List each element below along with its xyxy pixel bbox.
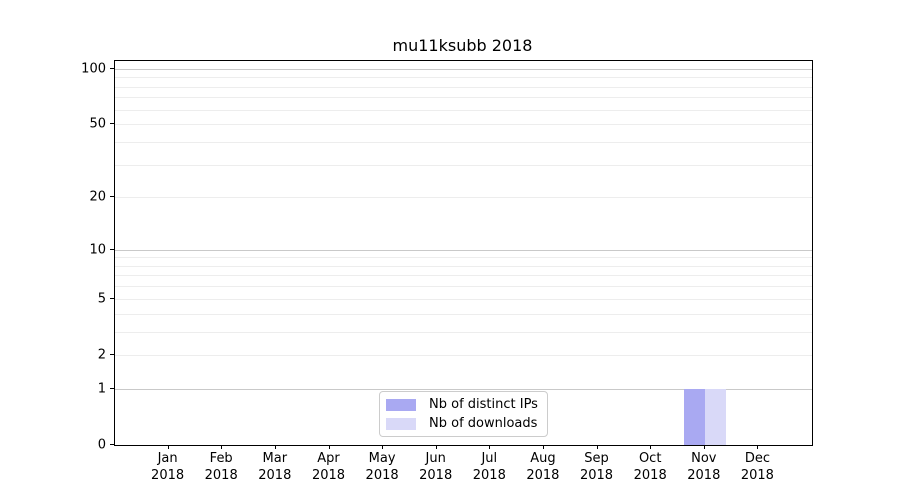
x-tick-month: Mar — [262, 451, 288, 466]
gridline-minor — [115, 355, 812, 357]
x-tick-year: 2018 — [204, 467, 238, 483]
gridline-major — [115, 249, 812, 251]
x-tick-month: Nov — [691, 451, 717, 466]
bar-nb-of-distinct-ips — [683, 388, 705, 445]
x-tick-label: Jan 2018 — [136, 451, 200, 485]
legend-swatch — [386, 417, 416, 430]
x-tick-label: Oct 2018 — [618, 451, 682, 485]
x-tick-month: Dec — [744, 451, 770, 466]
legend-label: Nb of distinct IPs — [429, 397, 538, 412]
x-tick-year: 2018 — [419, 467, 453, 483]
y-tick-mark — [110, 387, 114, 389]
gridline-minor — [115, 97, 812, 99]
x-tick-month: Apr — [317, 451, 340, 466]
y-tick-mark — [110, 123, 114, 125]
x-tick-mark — [328, 445, 330, 449]
y-tick-mark — [110, 354, 114, 356]
x-tick-year: 2018 — [472, 467, 506, 483]
x-tick-year: 2018 — [687, 467, 721, 483]
x-tick-month: Feb — [209, 451, 233, 466]
x-tick-month: Jan — [157, 451, 178, 466]
y-tick-label: 50 — [89, 116, 106, 132]
chart-title: mu11ksubb 2018 — [392, 36, 533, 55]
gridline-minor — [115, 265, 812, 267]
x-tick-label: Jun 2018 — [404, 451, 468, 485]
x-tick-year: 2018 — [579, 467, 614, 483]
y-tick-label: 0 — [97, 437, 106, 453]
y-tick-label: 1 — [97, 381, 106, 396]
y-tick-mark — [110, 195, 114, 197]
y-tick-mark — [110, 444, 114, 445]
x-tick-mark — [757, 445, 759, 449]
x-tick-month: May — [368, 451, 396, 466]
y-tick-label: 100 — [81, 61, 106, 77]
gridline-minor — [115, 86, 812, 88]
x-tick-mark — [650, 445, 652, 449]
x-tick-mark — [542, 445, 544, 449]
x-tick-label: Aug 2018 — [511, 451, 575, 485]
gridline-minor — [115, 165, 812, 166]
gridline-minor — [115, 298, 812, 300]
gridline-minor — [115, 332, 812, 333]
gridline-minor — [115, 313, 812, 315]
gridline-minor — [115, 142, 812, 144]
y-tick-label: 5 — [97, 291, 106, 307]
y-tick-mark — [110, 297, 114, 299]
legend-label: Nb of downloads — [429, 416, 538, 431]
y-tick-mark — [110, 67, 114, 69]
gridline-major — [115, 68, 812, 70]
plot-area — [114, 60, 813, 446]
legend: Nb of distinct IPs Nb of downloads — [379, 391, 548, 437]
x-tick-mark — [221, 445, 223, 449]
x-tick-year: 2018 — [740, 467, 774, 483]
x-tick-mark — [274, 445, 276, 449]
gridline-minor — [115, 286, 812, 288]
x-tick-label: Sep 2018 — [565, 451, 629, 485]
x-tick-mark — [382, 445, 384, 449]
y-tick-label: 10 — [89, 242, 106, 257]
legend-swatch — [386, 398, 416, 411]
x-tick-mark — [167, 445, 169, 449]
x-tick-month: Jun — [425, 451, 446, 466]
x-tick-year: 2018 — [633, 467, 667, 483]
gridline-minor — [115, 77, 812, 79]
bar-nb-of-downloads — [704, 388, 726, 445]
x-tick-month: Oct — [638, 451, 662, 466]
x-tick-label: Jul 2018 — [457, 451, 521, 485]
x-tick-mark — [703, 445, 705, 449]
x-tick-year: 2018 — [365, 467, 399, 483]
x-tick-month: Aug — [530, 451, 556, 466]
gridline-minor — [115, 275, 812, 277]
x-tick-label: Nov 2018 — [672, 451, 736, 485]
y-tick-label: 2 — [97, 347, 106, 363]
y-tick-mark — [110, 248, 114, 250]
x-tick-mark — [489, 445, 491, 449]
x-tick-label: Dec 2018 — [725, 451, 789, 485]
x-tick-label: May 2018 — [350, 451, 414, 485]
gridline-minor — [115, 109, 812, 111]
x-tick-label: Mar 2018 — [243, 451, 307, 485]
x-tick-month: Jul — [481, 451, 498, 466]
x-tick-mark — [596, 445, 598, 449]
x-tick-year: 2018 — [311, 467, 346, 483]
x-tick-label: Feb 2018 — [189, 451, 253, 485]
legend-item: Nb of downloads — [386, 416, 538, 431]
gridline-minor — [115, 257, 812, 259]
x-tick-year: 2018 — [151, 467, 185, 483]
gridline-minor — [115, 196, 812, 198]
x-tick-mark — [435, 445, 437, 449]
gridline-minor — [115, 124, 812, 126]
legend-item: Nb of distinct IPs — [386, 397, 538, 412]
x-tick-month: Sep — [584, 451, 609, 466]
x-tick-label: Apr 2018 — [297, 451, 361, 485]
y-tick-label: 20 — [89, 189, 106, 205]
x-tick-year: 2018 — [258, 467, 292, 483]
x-tick-year: 2018 — [526, 467, 560, 483]
gridline-major — [115, 388, 812, 390]
